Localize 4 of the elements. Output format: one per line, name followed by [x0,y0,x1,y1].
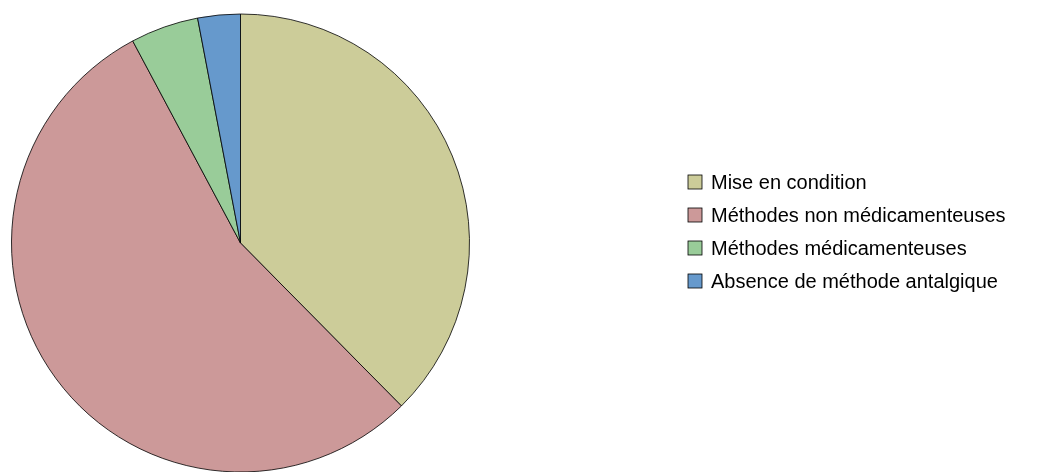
legend-label: Méthodes médicamenteuses [711,237,967,259]
legend-label: Absence de méthode antalgique [711,270,998,292]
legend-label: Méthodes non médicamenteuses [711,204,1006,226]
legend-label: Mise en condition [711,171,867,193]
